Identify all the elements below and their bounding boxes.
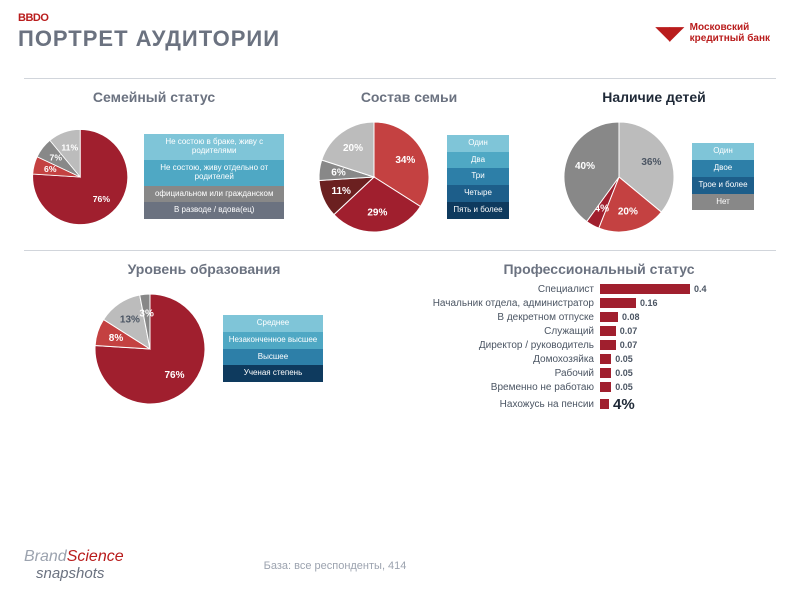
legend-item: Три xyxy=(447,168,509,185)
legend-item: Трое и более xyxy=(692,177,754,194)
base-text: База: все респонденты, 414 xyxy=(264,560,407,572)
legend-item: Среднее xyxy=(223,315,324,332)
legend-item: Высшее xyxy=(223,349,324,366)
svg-text:7%: 7% xyxy=(50,152,63,162)
svg-text:29%: 29% xyxy=(367,207,387,218)
svg-text:36%: 36% xyxy=(641,157,661,168)
pie-family: 34% 29% 11% 6% 20% xyxy=(309,112,439,242)
chart-title: Наличие детей xyxy=(602,89,706,106)
bars-profession: Специалист0.4 Начальник отдела, администр… xyxy=(424,284,707,413)
svg-text:20%: 20% xyxy=(343,143,363,154)
pie-marital: 76%6%7%11% xyxy=(24,112,136,242)
svg-text:13%: 13% xyxy=(120,314,140,325)
svg-text:20%: 20% xyxy=(618,206,638,217)
chart-title: Семейный статус xyxy=(93,89,215,106)
chart-title: Профессиональный статус xyxy=(503,261,694,278)
legend-item: Нет xyxy=(692,194,754,211)
bar-row: Директор / руководитель0.07 xyxy=(424,340,707,351)
legend-item: В разводе / вдова(ец) xyxy=(144,202,284,219)
bar-row: Домохозяйка0.05 xyxy=(424,354,707,365)
svg-text:76%: 76% xyxy=(164,370,184,381)
bar-row: Рабочий0.05 xyxy=(424,368,707,379)
svg-text:11%: 11% xyxy=(331,186,351,197)
legend-item: Два xyxy=(447,152,509,169)
pie-children: 36%20%4%40% xyxy=(554,112,684,242)
footer: BrandScience snapshots База: все респонд… xyxy=(24,549,776,582)
legend-education: СреднееНезаконченное высшееВысшееУченая … xyxy=(223,315,324,382)
bar-row: В декретном отпуске0.08 xyxy=(424,312,707,323)
bar-row: Служащий0.07 xyxy=(424,326,707,337)
legend-item: Не состою в браке, живу с родителями xyxy=(144,134,284,160)
svg-text:8%: 8% xyxy=(109,333,124,344)
svg-text:3%: 3% xyxy=(139,308,154,319)
bar-row: Специалист0.4 xyxy=(424,284,707,295)
chart-title: Состав семьи xyxy=(361,89,457,106)
svg-text:40%: 40% xyxy=(575,161,595,172)
svg-text:34%: 34% xyxy=(395,155,415,166)
bar-row: Начальник отдела, администратор0.16 xyxy=(424,298,707,309)
legend-item: официальном или гражданском xyxy=(144,186,284,203)
bank-logo: ◥◤ Московский кредитный банк xyxy=(656,22,770,44)
section-profession: Профессиональный статус Специалист0.4 Нач… xyxy=(394,261,774,414)
bar-row: Временно не работаю0.05 xyxy=(424,382,707,393)
legend-item: Пять и более xyxy=(447,202,509,219)
bar-row: Нахожусь на пенсии4% xyxy=(424,396,707,413)
chart-title: Уровень образования xyxy=(128,261,281,278)
legend-item: Ученая степень xyxy=(223,365,324,382)
legend-item: Один xyxy=(447,135,509,152)
legend-item: Двое xyxy=(692,160,754,177)
section-education: Уровень образования 76% 8% 13%3% СреднееНе… xyxy=(24,261,384,414)
legend-children: ОдинДвоеТрое и болееНет xyxy=(692,143,754,210)
legend-marital: Не состою в браке, живу с родителямиНе с… xyxy=(144,134,284,219)
row-1: Семейный статус 76%6%7%11% Не состою в б… xyxy=(0,79,800,242)
section-children: Наличие детей 36%20%4%40% ОдинДвоеТрое и… xyxy=(534,89,774,242)
legend-item: Четыре xyxy=(447,185,509,202)
section-marital: Семейный статус 76%6%7%11% Не состою в б… xyxy=(24,89,284,242)
svg-text:76%: 76% xyxy=(93,194,111,204)
pie-education: 76% 8% 13%3% xyxy=(85,284,215,414)
legend-family: ОдинДваТриЧетыреПять и более xyxy=(447,135,509,219)
bank-icon: ◥◤ xyxy=(656,23,684,44)
legend-item: Один xyxy=(692,143,754,160)
section-family: Состав семьи 34% 29% 11% 6% 20% ОдинДваТриЧе… xyxy=(294,89,524,242)
brandscience-logo: BrandScience xyxy=(24,549,124,565)
legend-item: Незаконченное высшее xyxy=(223,332,324,349)
row-2: Уровень образования 76% 8% 13%3% СреднееНе… xyxy=(0,251,800,414)
svg-text:6%: 6% xyxy=(331,167,346,178)
svg-text:11%: 11% xyxy=(61,142,78,152)
legend-item: Не состою, живу отдельно от родителей xyxy=(144,160,284,186)
